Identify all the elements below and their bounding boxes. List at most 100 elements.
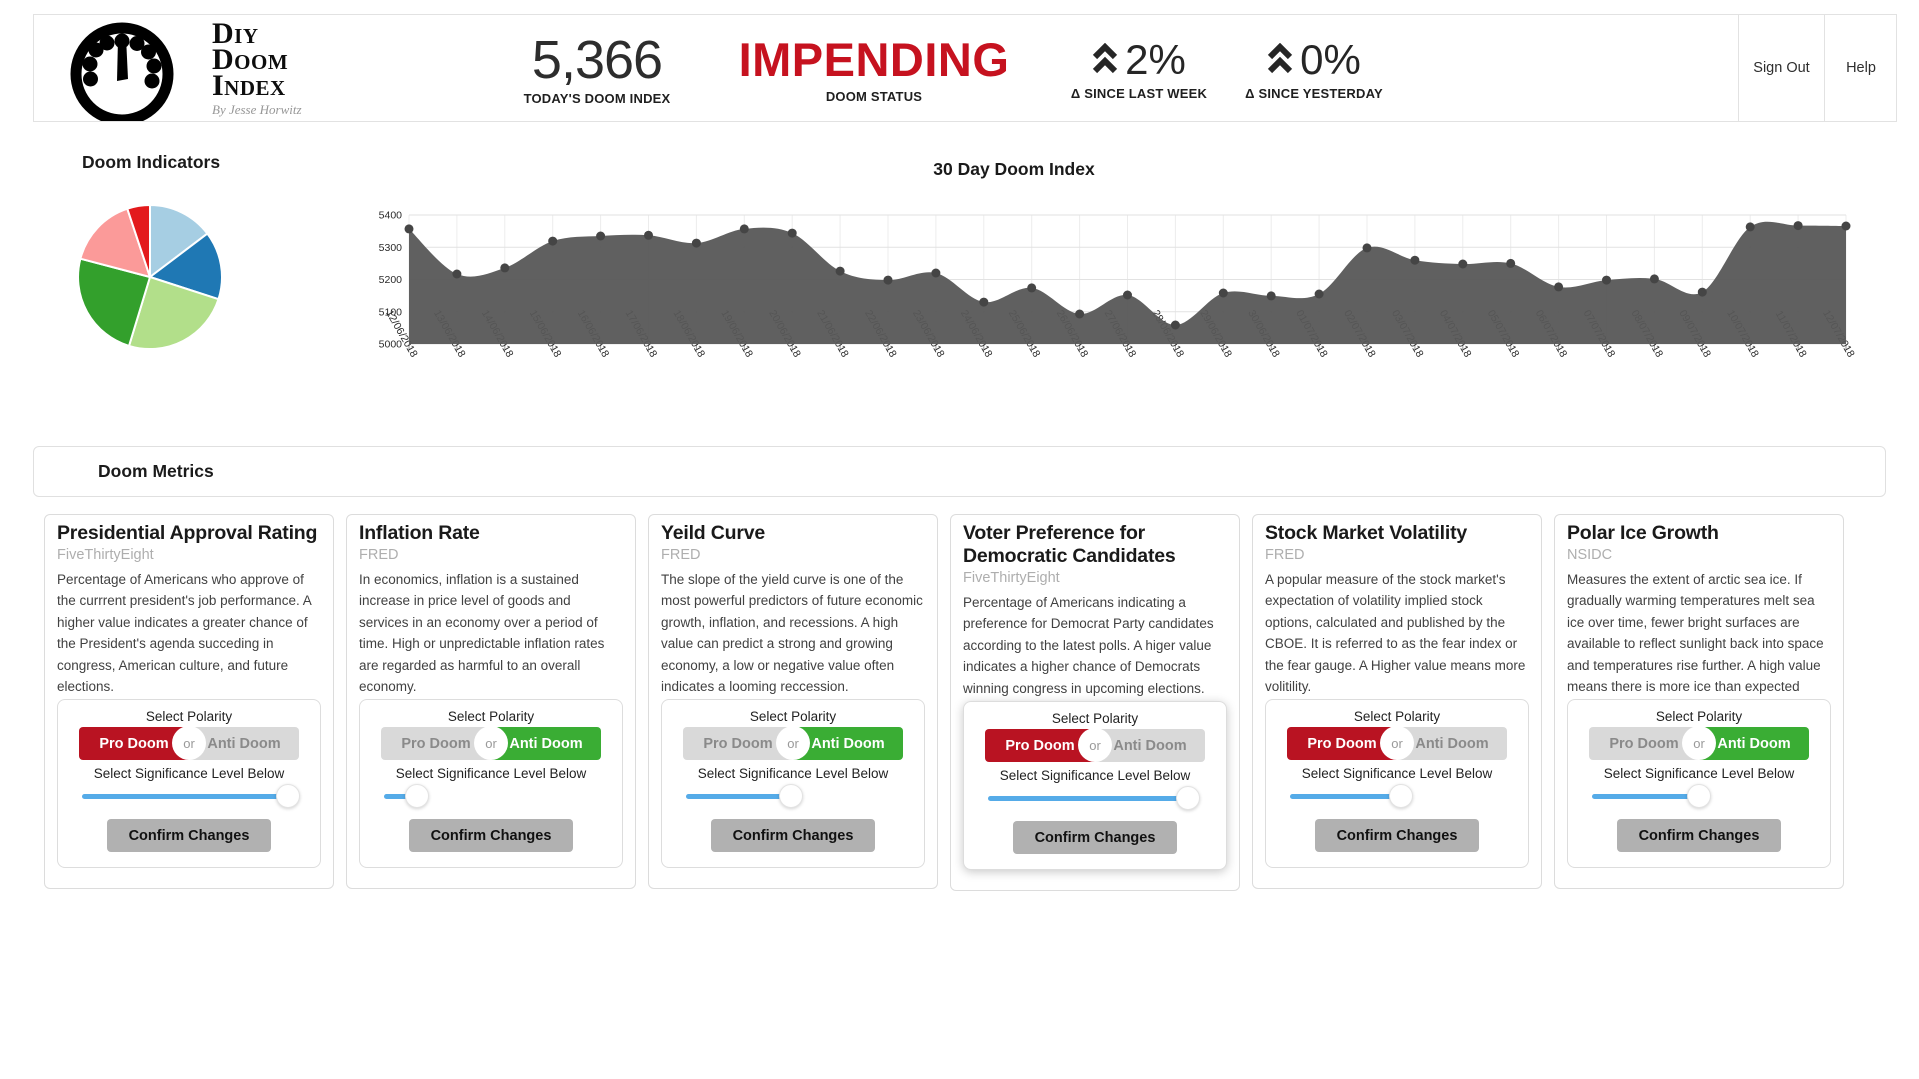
delta-week-label: Δ SINCE LAST WEEK xyxy=(1070,86,1208,101)
data-point xyxy=(452,269,462,279)
slider-fill xyxy=(82,794,288,800)
polarity-selector-panel: Select Polarity Pro Doom Anti Doom or Se… xyxy=(661,699,925,869)
delta-last-week: 2% Δ SINCE LAST WEEK xyxy=(1054,15,1224,123)
area-series xyxy=(409,221,1846,344)
chevron-double-up-icon xyxy=(1093,43,1118,74)
data-point xyxy=(1841,221,1851,231)
delta-yesterday-value: 0% xyxy=(1300,36,1361,83)
anti-doom-button[interactable]: Anti Doom xyxy=(1699,727,1809,761)
data-point xyxy=(596,231,606,241)
slider-thumb[interactable] xyxy=(779,784,804,809)
metric-cards-row: Presidential Approval Rating FiveThirtyE… xyxy=(44,514,1888,914)
data-point xyxy=(404,224,414,234)
data-point xyxy=(787,228,797,238)
data-point xyxy=(931,268,941,278)
doom-indicators-title: Doom Indicators xyxy=(82,152,221,172)
confirm-changes-button[interactable]: Confirm Changes xyxy=(106,819,272,853)
slider-fill xyxy=(384,794,417,800)
confirm-changes-button[interactable]: Confirm Changes xyxy=(1616,819,1782,853)
data-point xyxy=(835,266,845,276)
polarity-toggle: Pro Doom Anti Doom or xyxy=(1589,726,1809,761)
doom-index-value: 5,366 xyxy=(531,30,663,90)
polarity-selector-panel: Select Polarity Pro Doom Anti Doom or Se… xyxy=(57,699,321,869)
data-point xyxy=(1362,243,1372,253)
data-point xyxy=(1075,309,1085,319)
data-point xyxy=(739,224,749,234)
polarity-selector-panel: Select Polarity Pro Doom Anti Doom or Se… xyxy=(963,701,1227,871)
slider-thumb[interactable] xyxy=(404,784,429,809)
anti-doom-button[interactable]: Anti Doom xyxy=(189,727,299,761)
pro-doom-button[interactable]: Pro Doom xyxy=(1589,727,1699,761)
slider-fill xyxy=(686,794,792,800)
slider-track[interactable] xyxy=(686,794,892,800)
help-button[interactable]: Help xyxy=(1824,15,1897,121)
brand-title: Diy Doom Index By Jesse Horwitz xyxy=(212,17,302,121)
slider-thumb[interactable] xyxy=(1687,784,1712,809)
pro-doom-button[interactable]: Pro Doom xyxy=(1287,727,1397,761)
y-axis-tick-label: 5200 xyxy=(379,274,403,286)
anti-doom-button[interactable]: Anti Doom xyxy=(793,727,903,761)
metric-description: A popular measure of the stock market's … xyxy=(1265,572,1526,695)
or-label: or xyxy=(172,726,206,761)
sign-out-button[interactable]: Sign Out xyxy=(1738,15,1824,121)
significance-slider[interactable] xyxy=(1592,783,1798,809)
slider-thumb[interactable] xyxy=(1389,784,1414,809)
data-point xyxy=(1458,259,1468,269)
data-point xyxy=(644,230,653,240)
slider-track[interactable] xyxy=(1290,794,1496,800)
confirm-changes-button[interactable]: Confirm Changes xyxy=(1012,821,1178,855)
metric-card: Voter Preference for Democratic Candidat… xyxy=(950,514,1240,892)
slider-thumb[interactable] xyxy=(276,784,300,809)
anti-doom-button[interactable]: Anti Doom xyxy=(1095,729,1205,763)
metric-source: FiveThirtyEight xyxy=(963,570,1060,586)
y-axis-tick-label: 5100 xyxy=(379,306,403,318)
metric-source: FRED xyxy=(1265,547,1305,563)
significance-label: Select Significance Level Below xyxy=(395,766,587,782)
brand-byline: By Jesse Horwitz xyxy=(212,102,302,117)
significance-slider[interactable] xyxy=(1290,783,1496,809)
metric-card: Stock Market Volatility FRED A popular m… xyxy=(1252,514,1542,890)
confirm-changes-button[interactable]: Confirm Changes xyxy=(710,819,876,853)
metric-title: Voter Preference for Democratic Candidat… xyxy=(963,522,1176,567)
metric-description: Percentage of Americans indicating a pre… xyxy=(963,595,1214,696)
data-point xyxy=(1793,221,1803,231)
pie-slice xyxy=(77,257,151,347)
data-point xyxy=(979,297,989,307)
data-point xyxy=(691,238,701,248)
significance-slider[interactable] xyxy=(384,783,590,809)
significance-slider[interactable] xyxy=(686,783,892,809)
slider-track[interactable] xyxy=(1592,794,1798,800)
metric-description: Measures the extent of arctic sea ice. I… xyxy=(1567,572,1824,695)
data-point xyxy=(1266,291,1276,301)
confirm-changes-button[interactable]: Confirm Changes xyxy=(408,819,574,853)
data-point xyxy=(1123,290,1132,300)
polarity-selector-panel: Select Polarity Pro Doom Anti Doom or Se… xyxy=(1567,699,1831,869)
data-point xyxy=(1602,275,1611,285)
chevron-double-up-icon xyxy=(1268,43,1293,74)
select-polarity-label: Select Polarity xyxy=(1051,711,1139,727)
y-axis-tick-label: 5400 xyxy=(379,210,403,222)
polarity-selector-panel: Select Polarity Pro Doom Anti Doom or Se… xyxy=(359,699,623,869)
slider-thumb[interactable] xyxy=(1175,786,1200,811)
slider-track[interactable] xyxy=(82,794,288,800)
significance-slider[interactable] xyxy=(82,783,300,809)
select-polarity-label: Select Polarity xyxy=(145,709,233,725)
slider-track[interactable] xyxy=(988,796,1194,802)
pro-doom-button[interactable]: Pro Doom xyxy=(79,727,189,761)
pro-doom-button[interactable]: Pro Doom xyxy=(985,729,1095,763)
polarity-toggle: Pro Doom Anti Doom or xyxy=(79,726,299,761)
polarity-toggle: Pro Doom Anti Doom or xyxy=(683,726,903,761)
brand-line-3: Index xyxy=(212,69,286,102)
slider-track[interactable] xyxy=(384,794,590,800)
significance-label: Select Significance Level Below xyxy=(93,766,285,782)
delta-yesterday: 0% Δ SINCE YESTERDAY xyxy=(1229,15,1399,123)
significance-slider[interactable] xyxy=(988,785,1200,811)
anti-doom-button[interactable]: Anti Doom xyxy=(1397,727,1507,761)
significance-label: Select Significance Level Below xyxy=(1603,766,1795,782)
select-polarity-label: Select Polarity xyxy=(1353,709,1441,725)
anti-doom-button[interactable]: Anti Doom xyxy=(491,727,601,761)
doom-metrics-title: Doom Metrics xyxy=(98,461,214,481)
pro-doom-button[interactable]: Pro Doom xyxy=(381,727,491,761)
pro-doom-button[interactable]: Pro Doom xyxy=(683,727,793,761)
confirm-changes-button[interactable]: Confirm Changes xyxy=(1314,819,1480,853)
